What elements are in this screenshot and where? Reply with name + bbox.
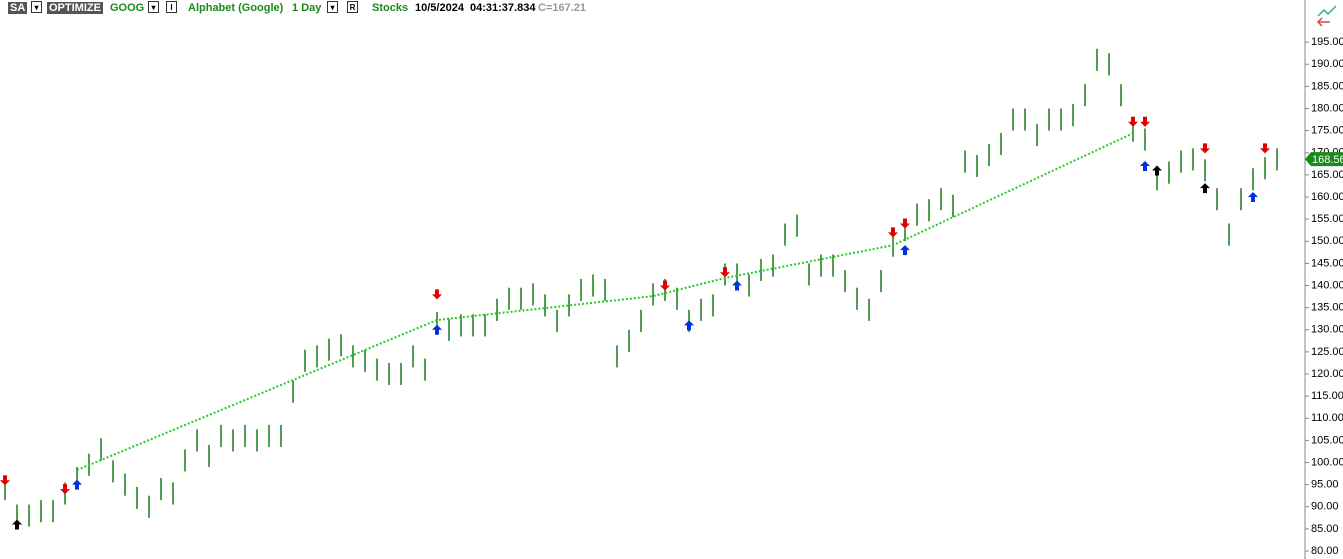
y-tick-label: 130.00 (1311, 324, 1343, 336)
y-tick-label: 90.00 (1311, 501, 1339, 513)
range-menu[interactable]: R (347, 1, 358, 13)
y-tick-label: 195.00 (1311, 36, 1343, 48)
y-tick-label: 120.00 (1311, 368, 1343, 380)
y-tick-label: 100.00 (1311, 456, 1343, 468)
signal-arrow (1248, 192, 1258, 202)
y-tick-label: 165.00 (1311, 169, 1343, 181)
signal-arrow (0, 475, 10, 486)
symbol[interactable]: GOOG (110, 2, 145, 14)
signal-arrow (1128, 116, 1138, 127)
toolbar: SA ▾ OPTIMIZE GOOG ▾ I Alphabet (Google)… (0, 0, 1343, 16)
y-tick-label: 115.00 (1311, 390, 1343, 402)
signal-arrow (60, 484, 70, 495)
date: 10/5/2024 (415, 2, 464, 14)
last-price-box (1305, 152, 1343, 167)
y-tick-label: 125.00 (1311, 346, 1343, 358)
signal-arrow (1152, 165, 1162, 176)
y-tick-label: 80.00 (1311, 545, 1339, 557)
period: 1 Day (292, 2, 322, 14)
dropdown[interactable]: ▾ (31, 1, 42, 13)
signal-arrow (72, 479, 82, 490)
y-tick-label: 95.00 (1311, 479, 1339, 491)
signal-arrow (1140, 116, 1150, 127)
signal-arrow (1200, 183, 1210, 194)
signal-arrow (12, 519, 22, 530)
y-tick-label: 85.00 (1311, 523, 1339, 535)
optimize-button[interactable]: OPTIMIZE (47, 2, 103, 14)
y-tick-label: 145.00 (1311, 257, 1343, 269)
signal-arrow (1200, 143, 1210, 154)
last-price-label: 168.56 (1312, 154, 1343, 166)
y-tick-label: 150.00 (1311, 235, 1343, 247)
time: 04:31:37.834 (470, 2, 536, 14)
refresh-icon[interactable] (1316, 5, 1337, 27)
y-tick-label: 140.00 (1311, 279, 1343, 291)
signal-arrow (720, 267, 730, 278)
y-tick-label: 175.00 (1311, 125, 1343, 137)
dropdown[interactable]: ▾ (327, 1, 338, 13)
close-value: C=167.21 (538, 2, 587, 14)
signal-arrow (660, 280, 670, 291)
y-tick-label: 110.00 (1311, 412, 1343, 424)
signal-arrow (1140, 161, 1150, 172)
signal-arrow (432, 289, 442, 300)
y-tick-label: 155.00 (1311, 213, 1343, 225)
signal-arrow (732, 280, 742, 291)
interval-menu[interactable]: I (166, 1, 177, 13)
trend-line (76, 132, 1134, 471)
y-tick-label: 180.00 (1311, 102, 1343, 114)
dropdown[interactable]: ▾ (148, 1, 159, 13)
signal-arrow (432, 324, 442, 335)
y-tick-label: 185.00 (1311, 80, 1343, 92)
market: Stocks (372, 2, 409, 14)
signal-arrow (684, 320, 694, 331)
sa-button[interactable]: SA (8, 2, 28, 14)
signal-arrow (900, 245, 910, 256)
signal-arrow (888, 227, 898, 238)
signal-arrow (900, 218, 910, 229)
y-tick-label: 160.00 (1311, 191, 1343, 203)
signal-arrow (1260, 143, 1270, 154)
y-tick-label: 105.00 (1311, 434, 1343, 446)
y-tick-label: 135.00 (1311, 302, 1343, 314)
y-tick-label: 190.00 (1311, 58, 1343, 70)
instrument-name: Alphabet (Google) (188, 2, 284, 14)
